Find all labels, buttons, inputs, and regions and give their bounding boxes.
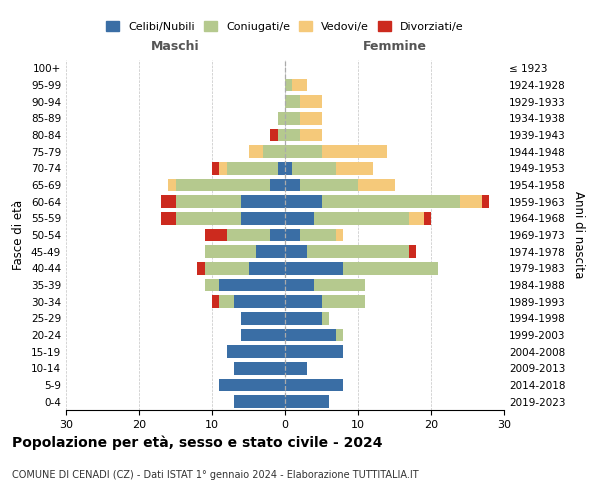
Text: COMUNE DI CENADI (CZ) - Dati ISTAT 1° gennaio 2024 - Elaborazione TUTTITALIA.IT: COMUNE DI CENADI (CZ) - Dati ISTAT 1° ge… xyxy=(12,470,419,480)
Bar xyxy=(307,246,409,258)
Bar xyxy=(234,296,285,308)
Bar xyxy=(409,212,424,224)
Bar xyxy=(285,162,292,174)
Bar xyxy=(285,112,299,124)
Bar xyxy=(234,396,285,408)
Legend: Celibi/Nubili, Coniugati/e, Vedovi/e, Divorziati/e: Celibi/Nubili, Coniugati/e, Vedovi/e, Di… xyxy=(102,16,468,36)
Bar xyxy=(322,296,365,308)
Bar xyxy=(278,162,285,174)
Bar xyxy=(263,146,285,158)
Bar xyxy=(299,179,358,192)
Bar xyxy=(248,146,263,158)
Bar xyxy=(292,162,336,174)
Y-axis label: Anni di nascita: Anni di nascita xyxy=(572,192,585,278)
Bar xyxy=(278,112,285,124)
Bar xyxy=(285,179,299,192)
Bar xyxy=(285,346,343,358)
Bar xyxy=(336,329,343,341)
Bar xyxy=(358,179,395,192)
Bar xyxy=(212,162,220,174)
Bar xyxy=(285,79,292,92)
Bar xyxy=(278,129,285,141)
Bar xyxy=(271,129,278,141)
Bar xyxy=(314,212,409,224)
Bar xyxy=(285,296,322,308)
Bar xyxy=(285,212,314,224)
Bar xyxy=(220,379,285,391)
Bar xyxy=(197,262,205,274)
Bar xyxy=(271,179,285,192)
Bar xyxy=(241,329,285,341)
Bar xyxy=(220,279,285,291)
Bar xyxy=(336,162,373,174)
Bar xyxy=(220,162,227,174)
Bar xyxy=(460,196,482,208)
Bar xyxy=(227,162,278,174)
Bar xyxy=(299,96,322,108)
Bar xyxy=(176,212,241,224)
Bar xyxy=(285,262,343,274)
Bar xyxy=(285,96,299,108)
Bar xyxy=(343,262,438,274)
Bar xyxy=(161,212,176,224)
Bar xyxy=(168,179,176,192)
Bar xyxy=(285,362,307,374)
Bar xyxy=(205,246,256,258)
Bar xyxy=(285,379,343,391)
Bar xyxy=(256,246,285,258)
Bar xyxy=(227,346,285,358)
Bar xyxy=(227,229,271,241)
Bar xyxy=(285,246,307,258)
Bar xyxy=(212,296,220,308)
Y-axis label: Fasce di età: Fasce di età xyxy=(13,200,25,270)
Bar xyxy=(285,146,322,158)
Bar xyxy=(161,196,176,208)
Bar xyxy=(205,262,248,274)
Bar xyxy=(322,146,387,158)
Bar xyxy=(176,196,241,208)
Bar xyxy=(285,396,329,408)
Text: Maschi: Maschi xyxy=(151,40,200,52)
Bar xyxy=(285,229,299,241)
Bar xyxy=(299,129,322,141)
Bar xyxy=(175,179,271,192)
Bar xyxy=(292,79,307,92)
Bar xyxy=(299,112,322,124)
Bar xyxy=(322,312,329,324)
Bar xyxy=(314,279,365,291)
Bar xyxy=(285,329,336,341)
Bar xyxy=(336,229,343,241)
Bar xyxy=(241,212,285,224)
Bar xyxy=(241,196,285,208)
Bar xyxy=(205,229,227,241)
Bar xyxy=(241,312,285,324)
Bar xyxy=(322,196,460,208)
Bar xyxy=(299,229,336,241)
Bar xyxy=(424,212,431,224)
Bar xyxy=(271,229,285,241)
Text: Femmine: Femmine xyxy=(362,40,427,52)
Bar xyxy=(220,296,234,308)
Bar xyxy=(285,312,322,324)
Bar xyxy=(234,362,285,374)
Text: Popolazione per età, sesso e stato civile - 2024: Popolazione per età, sesso e stato civil… xyxy=(12,435,383,450)
Bar xyxy=(248,262,285,274)
Bar xyxy=(285,279,314,291)
Bar xyxy=(205,279,220,291)
Bar xyxy=(409,246,416,258)
Bar xyxy=(285,129,299,141)
Bar xyxy=(285,196,322,208)
Bar xyxy=(482,196,490,208)
